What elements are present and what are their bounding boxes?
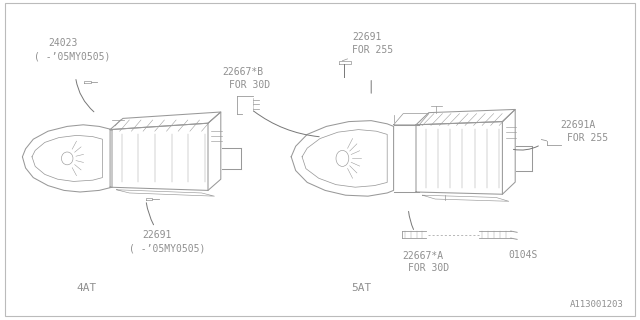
Text: ( -’05MY0505): ( -’05MY0505) (34, 51, 110, 61)
Text: FOR 30D: FOR 30D (408, 263, 449, 273)
Text: FOR 255: FOR 255 (567, 133, 608, 143)
Text: 22667*A: 22667*A (402, 251, 443, 260)
Text: ( -’05MY0505): ( -’05MY0505) (129, 243, 205, 253)
Text: A113001203: A113001203 (570, 300, 624, 309)
Text: 22667*B: 22667*B (223, 67, 264, 77)
Text: FOR 255: FOR 255 (352, 45, 393, 55)
Text: 0104S: 0104S (509, 250, 538, 260)
Text: 22691: 22691 (352, 32, 381, 42)
Text: 22691A: 22691A (561, 120, 596, 130)
Text: 5AT: 5AT (351, 283, 372, 293)
Text: 24023: 24023 (48, 38, 77, 48)
Text: FOR 30D: FOR 30D (229, 80, 270, 90)
Text: 4AT: 4AT (76, 283, 97, 293)
Text: 22691: 22691 (142, 230, 172, 240)
